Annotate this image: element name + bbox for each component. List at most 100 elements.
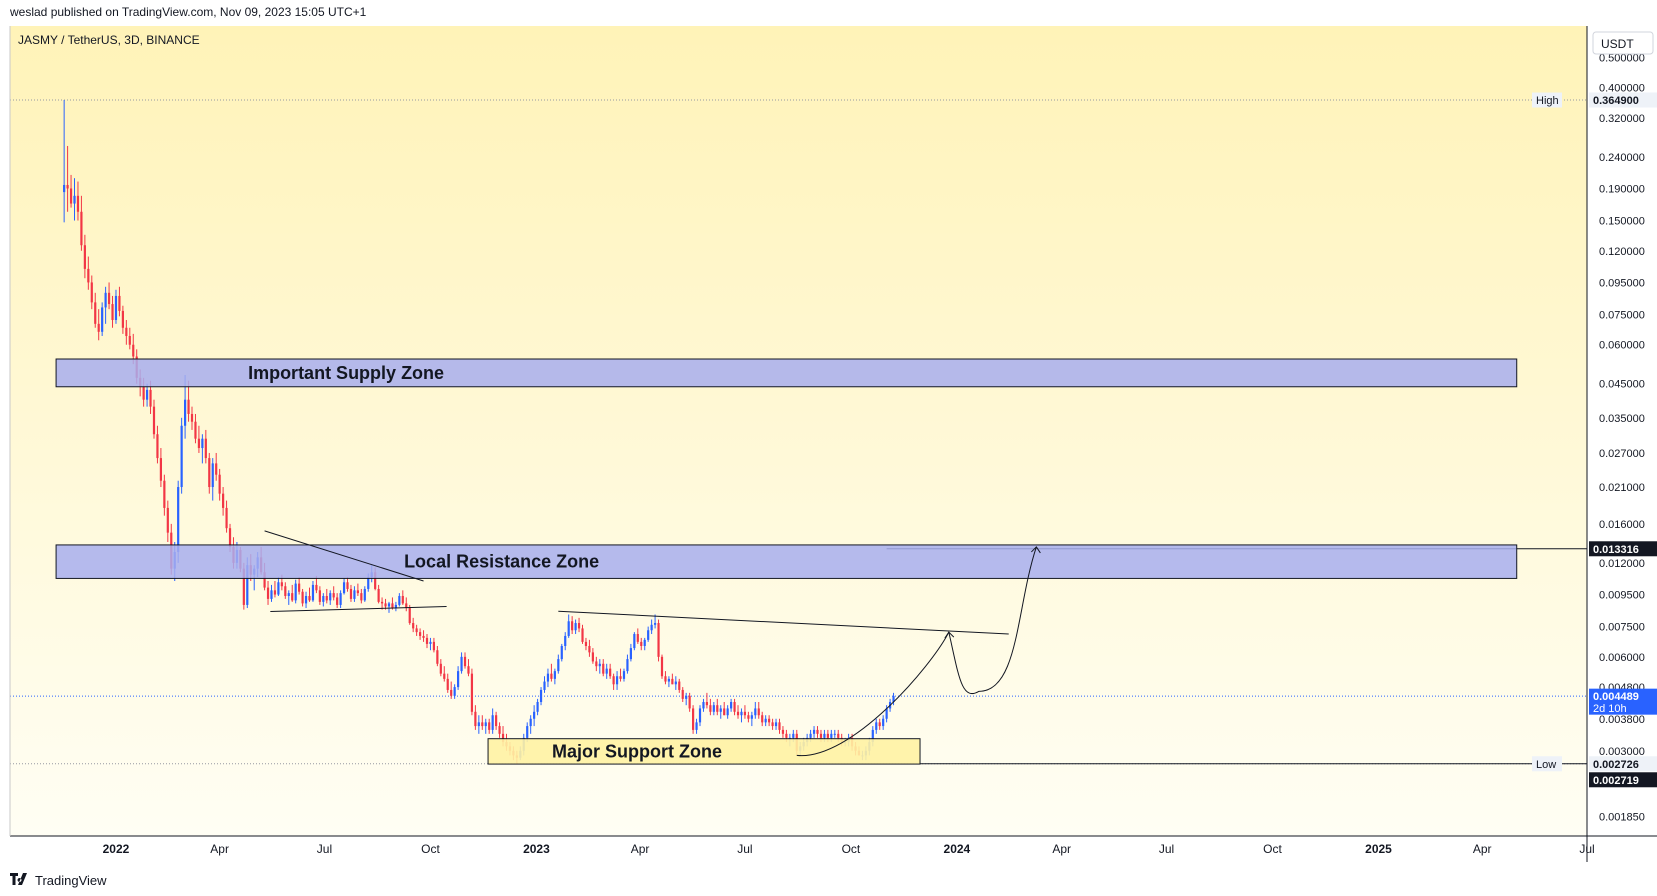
candle[interactable] [591, 648, 594, 664]
candle[interactable] [69, 174, 73, 208]
candle[interactable] [197, 425, 201, 453]
candle[interactable] [453, 684, 456, 699]
candle[interactable] [691, 705, 695, 734]
candle[interactable] [588, 639, 591, 657]
candle[interactable] [408, 604, 411, 625]
candle[interactable] [363, 586, 366, 602]
zone-rect-2[interactable] [487, 738, 921, 765]
candle[interactable] [633, 632, 636, 651]
trendline-0[interactable] [264, 530, 424, 582]
candle[interactable] [80, 195, 83, 251]
candle[interactable] [778, 718, 781, 734]
candle[interactable] [190, 406, 194, 430]
candle[interactable] [660, 654, 664, 679]
candle[interactable] [481, 715, 484, 730]
candle[interactable] [201, 434, 204, 464]
candle[interactable] [97, 309, 100, 341]
candle[interactable] [211, 458, 214, 501]
candle[interactable] [356, 583, 359, 596]
candle[interactable] [450, 681, 453, 699]
candle[interactable] [581, 624, 584, 644]
candle[interactable] [671, 673, 674, 685]
candle[interactable] [218, 468, 221, 501]
candle[interactable] [412, 617, 415, 633]
candle[interactable] [892, 692, 895, 706]
candle[interactable] [750, 711, 753, 727]
candle[interactable] [301, 588, 304, 607]
candle[interactable] [73, 178, 76, 221]
candle[interactable] [474, 705, 477, 730]
candle[interactable] [602, 659, 605, 677]
candle[interactable] [332, 586, 335, 601]
candle[interactable] [626, 654, 629, 674]
footer-brand[interactable]: TradingView [10, 872, 107, 888]
candle[interactable] [733, 698, 736, 716]
candle[interactable] [342, 578, 346, 595]
candle[interactable] [702, 698, 705, 712]
candle[interactable] [436, 645, 439, 667]
candle[interactable] [878, 718, 881, 730]
candle[interactable] [740, 708, 743, 723]
candle[interactable] [401, 590, 404, 605]
candle[interactable] [159, 448, 163, 488]
candle[interactable] [681, 687, 684, 702]
candle[interactable] [619, 668, 622, 682]
candle[interactable] [114, 289, 118, 324]
candle[interactable] [529, 715, 532, 734]
candle[interactable] [107, 282, 111, 310]
candle[interactable] [187, 380, 190, 422]
candle[interactable] [422, 630, 425, 642]
candle[interactable] [771, 718, 774, 730]
candle[interactable] [270, 584, 273, 602]
candle[interactable] [325, 588, 328, 604]
candle[interactable] [643, 637, 646, 651]
candle[interactable] [128, 327, 131, 350]
candle[interactable] [349, 584, 353, 602]
candle[interactable] [781, 726, 785, 738]
candle[interactable] [816, 726, 819, 738]
candle[interactable] [353, 586, 356, 602]
candle[interactable] [754, 701, 757, 719]
candle[interactable] [225, 500, 228, 533]
candle[interactable] [712, 701, 715, 716]
candle[interactable] [577, 617, 581, 633]
candle[interactable] [491, 708, 494, 734]
candle[interactable] [629, 643, 632, 662]
candle[interactable] [605, 663, 608, 679]
candle[interactable] [636, 628, 639, 644]
candle[interactable] [322, 593, 325, 607]
candle[interactable] [574, 619, 577, 635]
candle[interactable] [875, 718, 878, 734]
candle[interactable] [101, 302, 104, 336]
candle[interactable] [730, 698, 733, 712]
candle[interactable] [425, 634, 429, 649]
candle[interactable] [394, 601, 397, 612]
candle[interactable] [121, 305, 124, 334]
candle[interactable] [111, 295, 114, 328]
candle[interactable] [284, 582, 287, 599]
candle[interactable] [215, 452, 218, 481]
candle[interactable] [477, 715, 480, 734]
candle[interactable] [833, 729, 836, 738]
candle[interactable] [346, 577, 349, 592]
candle[interactable] [460, 652, 463, 674]
candle[interactable] [418, 628, 422, 640]
candle[interactable] [723, 701, 726, 716]
candle[interactable] [457, 666, 460, 690]
candle[interactable] [598, 659, 601, 674]
candle[interactable] [550, 663, 553, 682]
candle[interactable] [543, 676, 546, 693]
candle[interactable] [90, 275, 93, 310]
candle[interactable] [761, 711, 764, 727]
candle[interactable] [674, 676, 677, 690]
candle[interactable] [145, 383, 149, 407]
trendline-2[interactable] [558, 610, 1009, 635]
candle[interactable] [415, 624, 418, 636]
candle[interactable] [716, 698, 719, 716]
candle[interactable] [287, 590, 290, 605]
candle[interactable] [764, 715, 767, 727]
candle[interactable] [557, 654, 560, 674]
candle[interactable] [595, 656, 598, 672]
candle[interactable] [470, 668, 474, 716]
trendline-1[interactable] [270, 605, 447, 613]
